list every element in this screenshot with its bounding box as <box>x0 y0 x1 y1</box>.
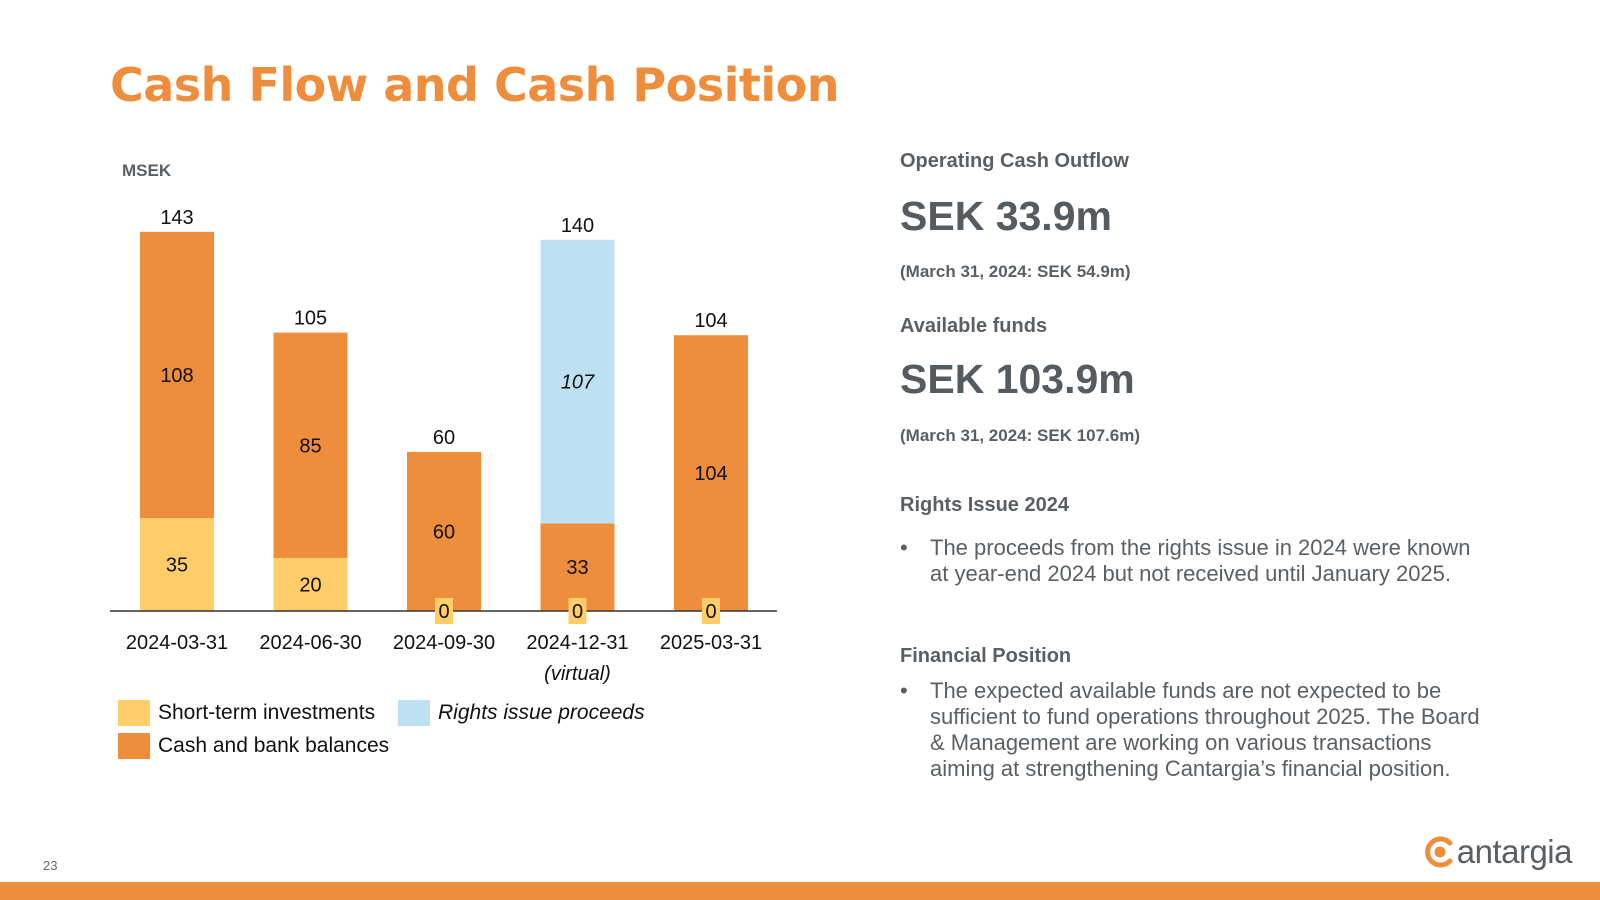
financial-position-bullet: • The expected available funds are not e… <box>900 678 1490 782</box>
y-axis-unit-label: MSEK <box>122 161 172 180</box>
total-label: 104 <box>694 310 727 332</box>
available-funds-note: (March 31, 2024: SEK 107.6m) <box>900 426 1141 445</box>
available-funds-value: SEK 103.9m <box>900 356 1135 402</box>
slide-title: Cash Flow and Cash Position <box>110 58 840 112</box>
data-label-zero: 0 <box>438 601 449 623</box>
zero-value-marker <box>702 598 720 624</box>
data-label: 108 <box>160 365 193 387</box>
total-label: 143 <box>160 207 193 229</box>
logo-c-icon <box>1424 836 1453 868</box>
bullet-glyph: • <box>900 678 908 703</box>
x-tick-sublabel: (virtual) <box>544 663 611 685</box>
legend-item-rights: Rights issue proceeds <box>398 700 645 726</box>
x-tick-label: 2024-12-31 <box>526 632 628 654</box>
data-label: 35 <box>166 555 188 577</box>
bar-segment <box>140 231 214 519</box>
data-label: 107 <box>561 372 595 394</box>
bar-segment <box>273 332 348 558</box>
data-label: 85 <box>299 435 321 457</box>
cantargia-logo: antargia <box>1423 833 1573 871</box>
stacked-bar-chart: 35 108 143 2024-03-31 20 85 105 2024-06-30 60 0 60… <box>110 207 777 685</box>
data-label: 33 <box>566 557 588 579</box>
bar-segment <box>540 523 615 611</box>
legend-label-short-term: Short-term investments <box>158 701 376 724</box>
data-label: 20 <box>299 574 321 596</box>
data-label: 60 <box>433 521 455 543</box>
operating-cash-outflow-note: (March 31, 2024: SEK 54.9m) <box>900 262 1131 281</box>
bar-segment <box>540 239 615 524</box>
bullet-glyph: • <box>900 535 908 560</box>
logo-wordmark: antargia <box>1456 833 1573 870</box>
zero-value-marker <box>435 598 453 624</box>
legend-label-cash: Cash and bank balances <box>158 734 390 757</box>
available-funds-heading: Available funds <box>900 315 1048 337</box>
legend-item-cash: Cash and bank balances <box>118 733 389 759</box>
data-label-zero: 0 <box>705 601 716 623</box>
bar-segment <box>140 518 214 611</box>
x-tick-label: 2024-03-31 <box>126 632 228 654</box>
total-label: 60 <box>433 427 455 449</box>
bar-segment <box>674 335 748 611</box>
financial-position-heading: Financial Position <box>900 645 1072 667</box>
legend-swatch-cash <box>118 733 150 759</box>
financial-position-bullet-text: The expected available funds are not exp… <box>930 678 1480 781</box>
operating-cash-outflow-value: SEK 33.9m <box>900 193 1112 239</box>
operating-cash-outflow-heading: Operating Cash Outflow <box>900 150 1129 172</box>
data-label-zero: 0 <box>572 601 583 623</box>
x-tick-label: 2025-03-31 <box>660 632 762 654</box>
legend-item-short-term: Short-term investments <box>118 700 375 726</box>
footer-accent-bar <box>0 882 1600 900</box>
x-tick-label: 2024-09-30 <box>393 632 495 654</box>
total-label: 105 <box>294 308 327 330</box>
bar-segment <box>407 451 481 611</box>
rights-issue-bullet-text: The proceeds from the rights issue in 20… <box>930 535 1471 586</box>
total-label: 140 <box>561 215 594 237</box>
rights-issue-bullet: • The proceeds from the rights issue in … <box>900 535 1490 587</box>
legend-swatch-short-term <box>118 700 150 726</box>
page-number: 23 <box>43 858 58 873</box>
zero-value-marker <box>568 598 587 624</box>
bar-segment <box>273 557 348 611</box>
x-tick-label: 2024-06-30 <box>259 632 361 654</box>
rights-issue-heading: Rights Issue 2024 <box>900 494 1069 516</box>
legend-swatch-rights <box>398 700 430 726</box>
legend-label-rights: Rights issue proceeds <box>438 701 645 724</box>
data-label: 104 <box>694 463 727 485</box>
